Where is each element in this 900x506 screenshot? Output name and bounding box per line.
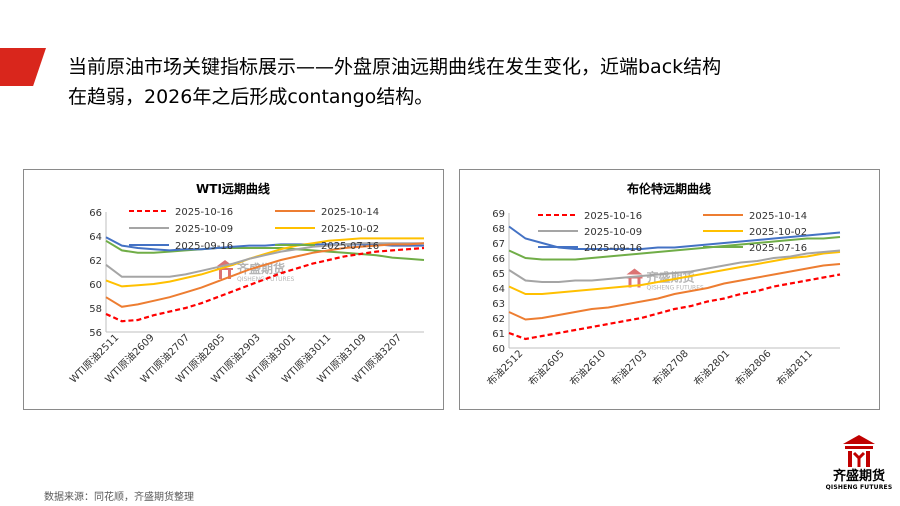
y-tick-label: 56 [89,328,102,339]
slide-title-line-1: 当前原油市场关键指标展示——外盘原油远期曲线在发生变化，近端back结构 [68,56,722,78]
legend-item: 2025-09-16 [129,241,233,252]
series-line-2025-10-14 [105,242,425,308]
chart-title: 布伦特远期曲线 [627,181,711,196]
brand-logo: 齐盛期货 QISHENG FUTURES [823,433,895,491]
x-tick-label: 布油2801 [691,347,732,388]
series-line-2025-10-09 [508,249,841,283]
watermark-en: QISHENG FUTURES [237,276,295,283]
y-tick-label: 66 [492,254,505,265]
legend-label: 2025-10-02 [749,227,807,238]
legend-label: 2025-07-16 [749,243,807,254]
legend-item: 2025-07-16 [703,243,807,254]
legend-item: 2025-10-09 [129,224,233,235]
legend-label: 2025-10-16 [584,211,642,222]
x-tick-label: 布油2610 [567,347,608,388]
y-tick-label: 60 [492,344,505,355]
y-tick-label: 66 [89,208,102,219]
legend-label: 2025-10-14 [321,207,379,218]
legend-item: 2025-10-09 [538,227,642,238]
x-tick-label: 布油2811 [774,347,815,388]
legend-label: 2025-10-02 [321,224,379,235]
legend-item: 2025-10-14 [703,211,807,222]
y-tick-label: 64 [492,284,505,295]
series-line-2025-10-02 [105,237,424,288]
slide-title: 当前原油市场关键指标展示——外盘原油远期曲线在发生变化，近端back结构 在趋弱… [68,52,868,112]
series-line-2025-10-02 [508,251,841,295]
x-tick-label: 布油2605 [525,347,566,388]
series-line-2025-10-16 [508,273,841,341]
brand-emblem-icon [843,435,875,467]
title-accent-bar [0,48,46,86]
legend-item: 2025-10-02 [275,224,379,235]
series-line-2025-07-16 [508,236,841,261]
legend-item: 2025-10-16 [129,207,233,218]
y-tick-label: 60 [89,280,102,291]
y-tick-label: 67 [492,239,505,250]
y-tick-label: 62 [492,314,505,325]
legend-item: 2025-07-16 [275,241,379,252]
brent-forward-curve-chart: 布伦特远期曲线 60 61 62 63 64 65 66 67 68 69 布油2512 布油2605 布… [459,169,880,410]
brand-name-en: QISHENG FUTURES [825,484,893,491]
y-tick-label: 64 [89,232,102,243]
y-tick-label: 61 [492,329,505,340]
legend-item: 2025-09-16 [538,243,642,254]
y-tick-label: 62 [89,256,102,267]
legend-label: 2025-07-16 [321,241,379,252]
y-tick-label: 63 [492,299,505,310]
brand-name: 齐盛期货 [832,469,885,484]
chart-title: WTI远期曲线 [196,181,270,196]
watermark-emblem-icon [626,268,643,288]
wti-chart-canvas: WTI远期曲线565860626466WTI原油2511WTI原油2609WTI… [67,181,425,386]
y-tick-label: 68 [492,224,505,235]
legend-item: 2025-10-02 [703,227,807,238]
y-tick-label: 69 [492,209,505,220]
x-tick-label: 布油2806 [732,347,773,388]
y-tick-label: 65 [492,269,505,280]
source-note: 数据来源：同花顺，齐盛期货整理 [44,492,194,503]
legend-item: 2025-10-14 [275,207,379,218]
legend-label: 2025-10-16 [175,207,233,218]
slide-title-line-2: 在趋弱，2026年之后形成contango结构。 [68,86,434,108]
watermark-name: 齐盛期货 [237,261,285,276]
wti-forward-curve-chart: WTI远期曲线 56 58 60 62 64 66 WTI原油2511 WTI原油2609 WTI… [23,169,444,410]
legend-label: 2025-09-16 [175,241,233,252]
series-line-2025-07-16 [105,239,425,261]
watermark-en: QISHENG FUTURES [647,285,705,292]
series-line-2025-10-16 [105,246,425,323]
legend-label: 2025-10-09 [584,227,642,238]
series-line-2025-10-09 [105,242,424,278]
series-line-2025-10-14 [508,263,841,321]
legend-label: 2025-10-09 [175,224,233,235]
legend-item: 2025-10-16 [538,211,642,222]
x-tick-label: 布油2703 [608,347,649,388]
x-tick-label: 布油2708 [649,347,690,388]
series-line-2025-09-16 [105,236,424,252]
legend-label: 2025-10-14 [749,211,807,222]
y-tick-label: 58 [89,304,102,315]
legend-label: 2025-09-16 [584,243,642,254]
